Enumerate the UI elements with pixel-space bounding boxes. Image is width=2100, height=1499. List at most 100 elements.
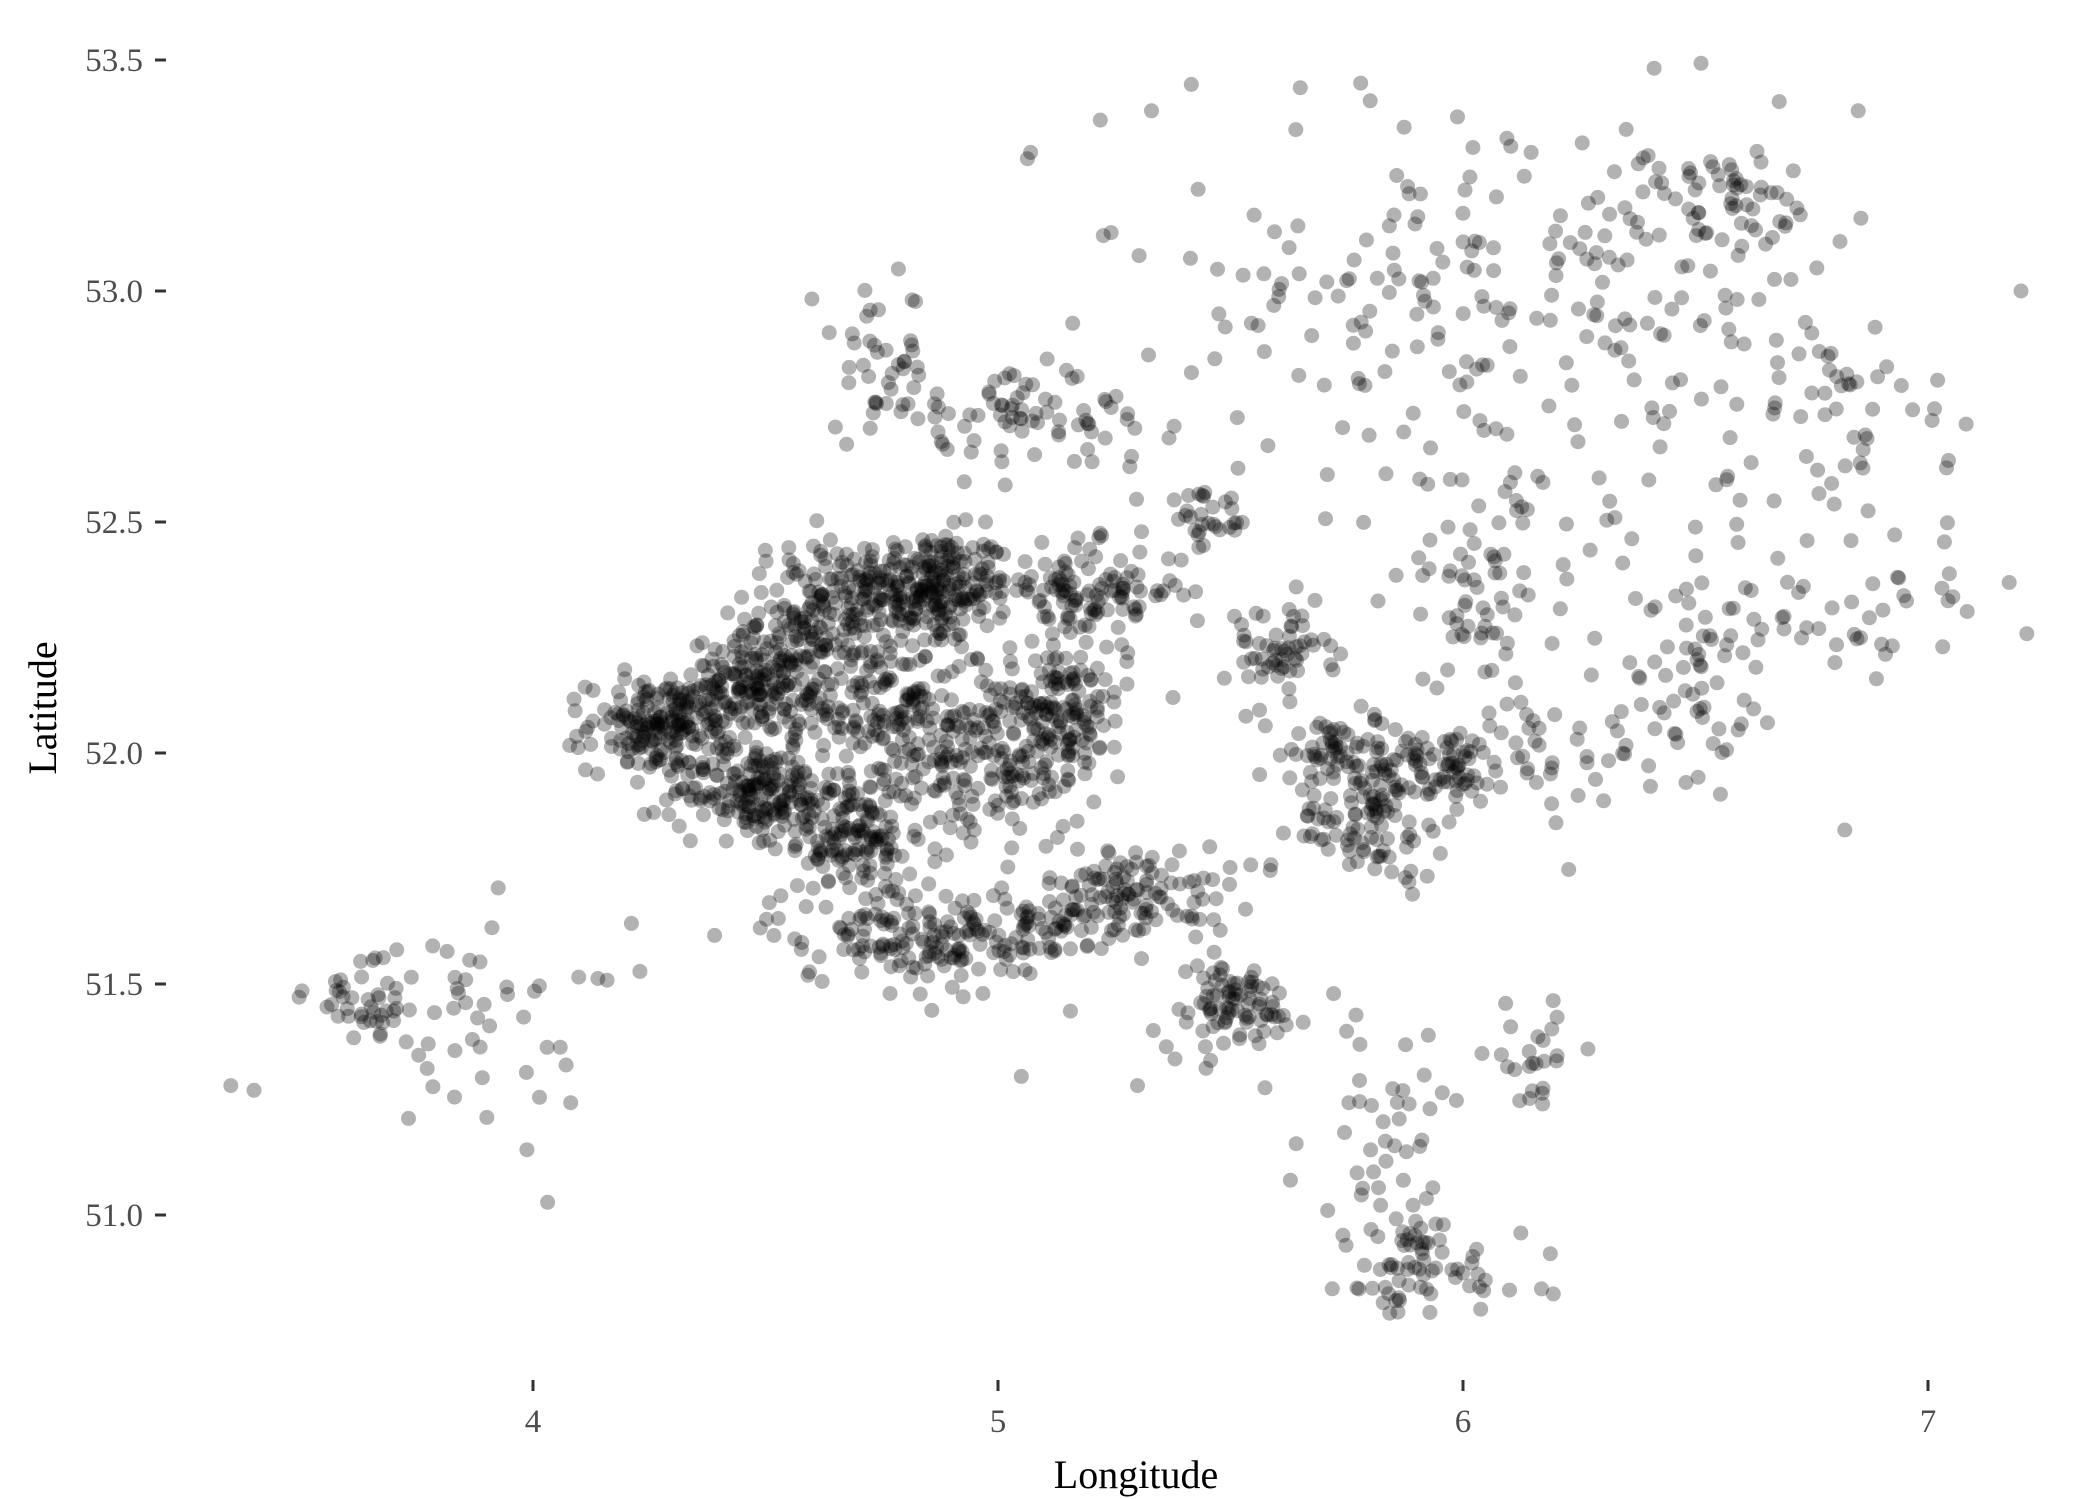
data-point <box>1020 584 1036 600</box>
data-point <box>1488 763 1504 779</box>
data-point <box>845 678 861 694</box>
data-point <box>934 610 950 626</box>
data-point <box>934 758 950 774</box>
data-point <box>1002 686 1018 702</box>
data-point <box>738 806 754 822</box>
data-point <box>1188 584 1204 600</box>
data-point <box>1316 631 1332 647</box>
data-point <box>1930 372 1946 388</box>
data-point <box>1026 721 1042 737</box>
data-point <box>1002 680 1018 696</box>
data-point <box>955 750 971 766</box>
data-point <box>822 532 838 548</box>
data-point <box>834 849 850 865</box>
data-point <box>820 831 836 846</box>
data-point <box>910 714 926 729</box>
data-point <box>1513 1225 1529 1241</box>
data-point <box>948 718 964 733</box>
data-point <box>967 551 983 567</box>
data-point <box>1421 817 1437 833</box>
data-point <box>971 961 987 977</box>
data-point <box>885 883 901 899</box>
data-point <box>703 701 719 717</box>
data-point <box>888 604 904 620</box>
data-point <box>978 662 994 678</box>
data-point <box>1280 646 1295 662</box>
data-point <box>758 553 774 569</box>
data-point <box>1024 633 1040 649</box>
data-point <box>826 808 842 824</box>
data-point <box>815 797 831 813</box>
data-point <box>756 833 772 849</box>
data-point <box>1080 667 1096 683</box>
data-point <box>962 730 978 746</box>
data-point <box>976 536 992 552</box>
data-point <box>728 742 744 757</box>
data-point <box>1067 697 1083 713</box>
data-point <box>552 1039 568 1055</box>
data-point <box>835 703 851 719</box>
data-point <box>668 732 684 748</box>
data-point <box>861 369 877 384</box>
data-point <box>1442 471 1458 487</box>
data-point <box>692 694 708 710</box>
data-point <box>675 692 691 708</box>
data-point <box>1034 714 1050 730</box>
data-point <box>1256 344 1272 360</box>
data-point <box>797 791 813 807</box>
data-point <box>1499 696 1515 712</box>
data-point <box>1086 602 1102 618</box>
data-point <box>604 730 619 746</box>
data-point <box>1569 731 1585 747</box>
data-point <box>615 707 631 722</box>
data-point <box>1044 579 1059 595</box>
data-point <box>788 657 804 673</box>
data-point <box>1729 396 1745 412</box>
data-point <box>851 818 866 834</box>
data-point <box>1346 252 1362 268</box>
data-point <box>650 686 666 702</box>
data-point <box>731 656 747 672</box>
data-point <box>766 770 782 785</box>
data-point <box>1771 94 1787 110</box>
data-point <box>1422 786 1438 802</box>
data-point <box>890 578 906 594</box>
data-point <box>797 766 813 781</box>
data-point <box>1107 583 1122 598</box>
data-point <box>1222 860 1238 875</box>
data-point <box>846 827 861 842</box>
data-point <box>694 635 710 651</box>
data-point <box>818 899 834 915</box>
data-point <box>863 709 879 724</box>
data-point <box>1089 709 1105 725</box>
data-point <box>909 583 925 598</box>
data-point <box>1049 830 1065 845</box>
data-point <box>1456 404 1472 420</box>
data-point <box>1622 317 1638 333</box>
data-point <box>1519 707 1535 722</box>
data-point <box>1023 773 1039 788</box>
data-point <box>1166 492 1182 508</box>
data-point <box>815 596 831 611</box>
data-point <box>913 581 929 597</box>
data-point <box>915 532 931 548</box>
data-point <box>843 567 859 583</box>
data-point <box>1015 755 1031 771</box>
data-point <box>341 1008 356 1024</box>
data-point <box>1288 122 1304 138</box>
data-point <box>827 419 843 435</box>
x-tick-label: 6 <box>1455 1404 1472 1440</box>
data-point <box>1037 556 1053 572</box>
data-point <box>845 606 861 622</box>
data-point <box>895 623 911 639</box>
data-point <box>1299 808 1315 824</box>
data-point <box>1051 747 1067 763</box>
data-point <box>971 703 987 718</box>
data-point <box>1079 587 1095 603</box>
data-point <box>919 588 935 604</box>
data-point <box>825 583 841 599</box>
data-point <box>950 567 966 583</box>
data-point <box>1115 580 1131 596</box>
data-point <box>1363 1142 1379 1158</box>
data-point <box>1005 699 1021 715</box>
